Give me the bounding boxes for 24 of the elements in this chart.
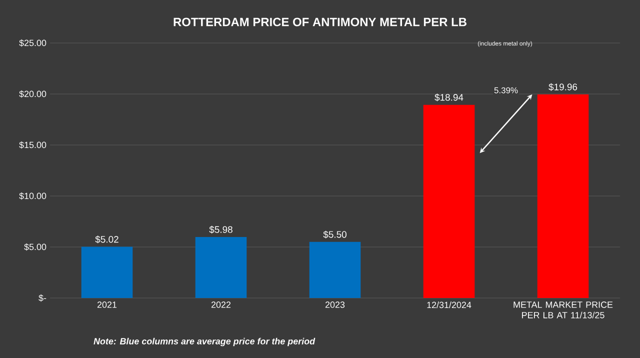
data-label: $18.94 <box>434 94 464 102</box>
bar <box>309 242 361 298</box>
annotation: 5.39% <box>494 87 518 94</box>
data-label: $5.02 <box>95 236 118 244</box>
y-tick-label: $10.00 <box>19 192 46 200</box>
bar <box>81 246 133 298</box>
data-label: $19.96 <box>548 83 578 91</box>
x-tick-label: 2023 <box>325 302 345 308</box>
x-tick-label: 12/31/2024 <box>427 302 472 308</box>
x-tick-label: METAL MARKET PRICE PER LB AT 11/13/25 <box>514 302 613 318</box>
bar <box>537 94 589 298</box>
y-tick-label: $15.00 <box>19 141 46 149</box>
y-tick-label: $- <box>38 294 46 302</box>
data-label: $5.50 <box>323 230 346 238</box>
y-tick-label: $5.00 <box>24 243 46 251</box>
y-tick-label: $25.00 <box>19 39 46 47</box>
x-tick-label: 2022 <box>211 302 231 308</box>
text: Note: Blue columns are average price for the period <box>94 338 316 346</box>
x-tick-label: 2021 <box>97 302 117 308</box>
bar <box>423 104 475 298</box>
data-label: $5.98 <box>209 226 232 234</box>
bar <box>195 237 247 298</box>
chart-title: ROTTERDAM PRICE OF ANTIMONY METAL PER LB <box>174 18 466 26</box>
y-tick-label: $20.00 <box>19 90 46 98</box>
